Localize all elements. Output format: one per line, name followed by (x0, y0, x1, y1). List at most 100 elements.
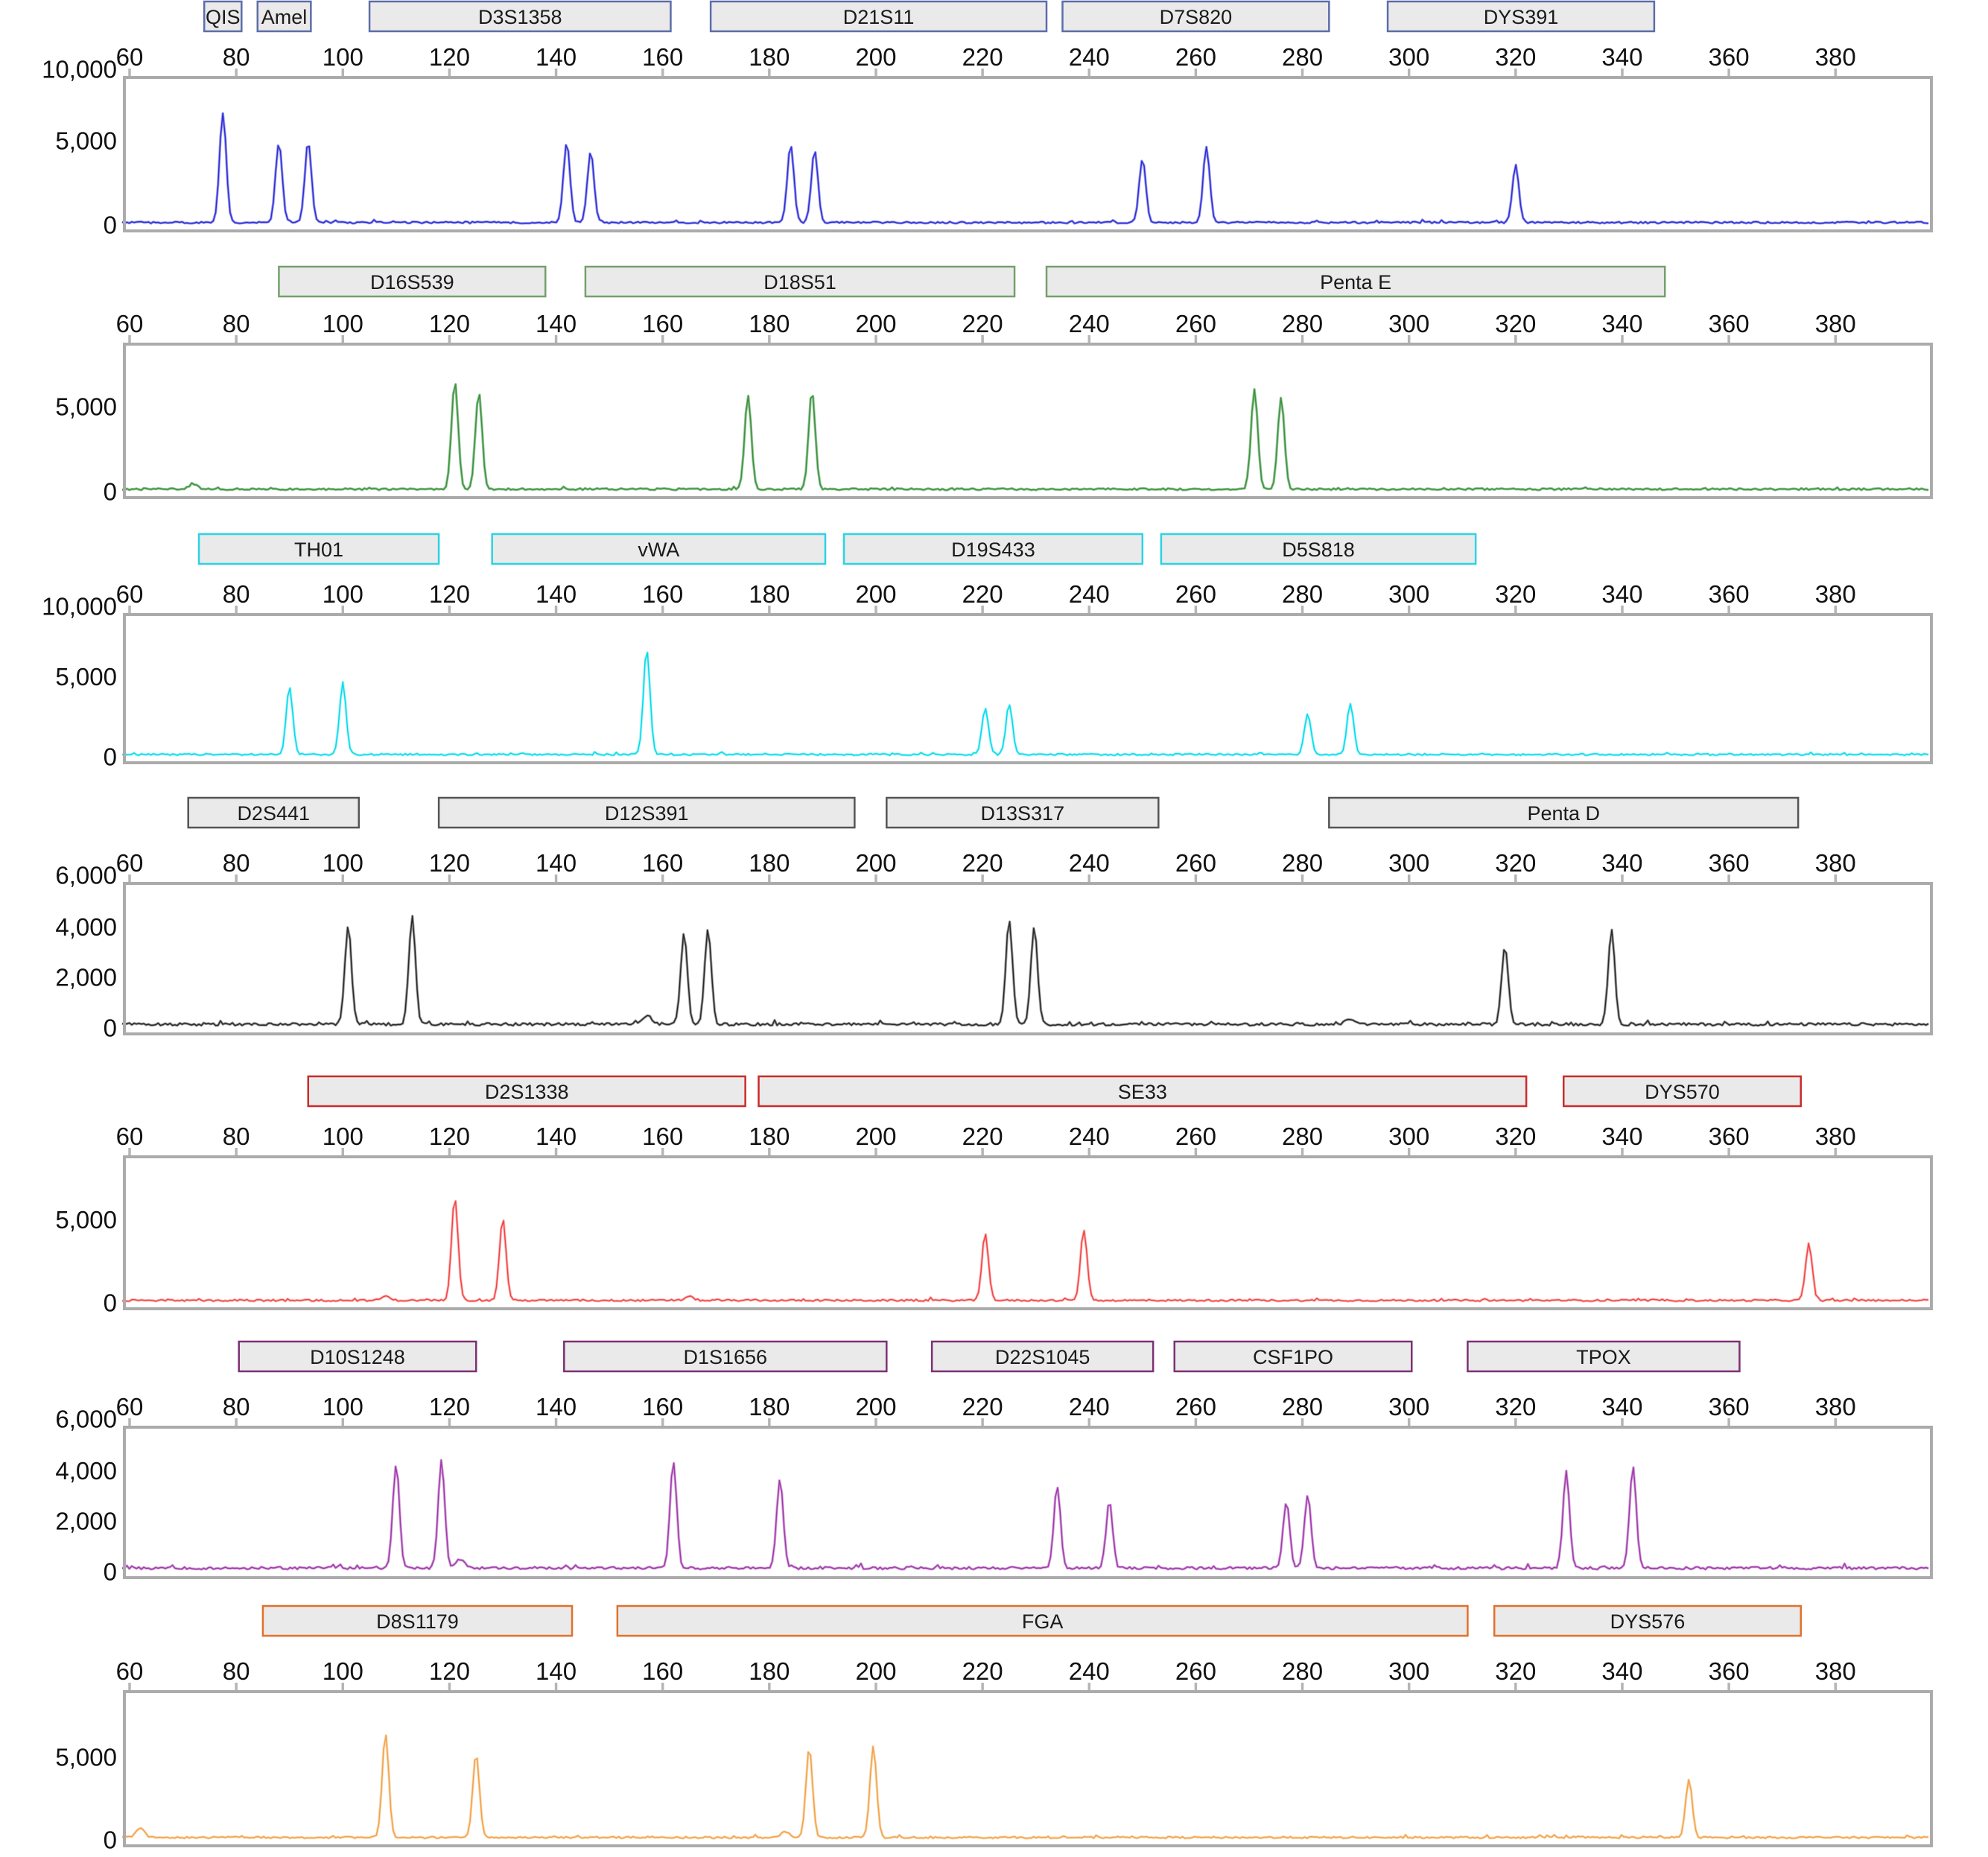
marker-box[interactable] (1173, 1340, 1413, 1373)
marker-box[interactable] (1045, 265, 1666, 298)
marker-d8s1179[interactable]: D8S1179 (261, 1604, 574, 1637)
marker-amel[interactable]: Amel (256, 0, 312, 33)
x-tick-label: 160 (642, 310, 683, 337)
marker-label: D7S820 (1160, 6, 1233, 28)
marker-box[interactable] (563, 1340, 888, 1373)
marker-dys391[interactable]: DYS391 (1386, 0, 1656, 33)
x-tick-label: 80 (223, 43, 250, 71)
marker-box[interactable] (1386, 0, 1656, 33)
marker-vwa[interactable]: vWA (491, 533, 827, 565)
marker-d5s818[interactable]: D5S818 (1160, 533, 1477, 565)
marker-box[interactable] (197, 533, 440, 565)
x-tick-label: 200 (855, 580, 896, 608)
y-axis-label: 5,000 (55, 1744, 117, 1771)
marker-box[interactable] (1493, 1604, 1802, 1637)
marker-box[interactable] (1160, 533, 1477, 565)
marker-d7s820[interactable]: D7S820 (1061, 0, 1330, 33)
x-tick-label: 60 (116, 1393, 144, 1420)
x-tick-label: 240 (1069, 1393, 1110, 1420)
marker-box[interactable] (261, 1604, 574, 1637)
marker-qis[interactable]: QIS (203, 0, 243, 33)
marker-label: D10S1248 (310, 1346, 405, 1368)
marker-label: D2S1338 (485, 1081, 569, 1103)
marker-box[interactable] (842, 533, 1144, 565)
marker-box[interactable] (1562, 1075, 1802, 1108)
x-tick-label: 100 (323, 1123, 363, 1150)
x-tick-label: 360 (1709, 1123, 1750, 1150)
x-tick-label: 340 (1601, 849, 1642, 877)
y-axis-label: 4,000 (55, 913, 117, 941)
marker-box[interactable] (758, 1075, 1528, 1108)
marker-d16s539[interactable]: D16S539 (278, 265, 547, 298)
marker-box[interactable] (203, 0, 243, 33)
marker-d19s433[interactable]: D19S433 (842, 533, 1144, 565)
marker-dys570[interactable]: DYS570 (1562, 1075, 1802, 1108)
x-tick-label: 220 (962, 580, 1003, 608)
marker-d18s51[interactable]: D18S51 (584, 265, 1016, 298)
marker-d13s317[interactable]: D13S317 (886, 796, 1160, 829)
y-axis-label: 5,000 (55, 127, 117, 155)
x-tick-label: 120 (429, 1123, 470, 1150)
marker-d22s1045[interactable]: D22S1045 (930, 1340, 1155, 1373)
trace-fill (122, 384, 1931, 496)
marker-label: QIS (206, 6, 241, 28)
marker-box[interactable] (930, 1340, 1155, 1373)
marker-d1s1656[interactable]: D1S1656 (563, 1340, 888, 1373)
x-tick-label: 120 (429, 310, 470, 337)
marker-se33[interactable]: SE33 (758, 1075, 1528, 1108)
marker-d3s1358[interactable]: D3S1358 (368, 0, 672, 33)
marker-tpox[interactable]: TPOX (1467, 1340, 1741, 1373)
marker-box[interactable] (491, 533, 827, 565)
trace (122, 384, 1929, 491)
marker-box[interactable] (307, 1075, 746, 1108)
marker-box[interactable] (1061, 0, 1330, 33)
x-tick-label: 100 (323, 1393, 363, 1420)
marker-th01[interactable]: TH01 (197, 533, 440, 565)
marker-box[interactable] (278, 265, 547, 298)
x-tick-label: 140 (536, 43, 577, 71)
marker-d2s441[interactable]: D2S441 (187, 796, 361, 829)
x-tick-label: 200 (855, 849, 896, 877)
marker-penta-e[interactable]: Penta E (1045, 265, 1666, 298)
x-tick-label: 180 (749, 1393, 790, 1420)
x-tick-label: 60 (116, 1123, 144, 1150)
x-tick-label: 260 (1175, 1393, 1216, 1420)
marker-label: vWA (638, 539, 679, 561)
x-tick-label: 320 (1495, 580, 1536, 608)
plot-frame (123, 613, 1933, 764)
marker-box[interactable] (238, 1340, 477, 1373)
x-tick-label: 240 (1069, 1123, 1110, 1150)
marker-d2s1338[interactable]: D2S1338 (307, 1075, 746, 1108)
panel-blue-channel: QIS Amel D3S1358 D21S11 D7S820 DYS391 60 80 100 1… (42, 0, 1933, 235)
x-tick-label: 340 (1601, 1393, 1642, 1420)
marker-d10s1248[interactable]: D10S1248 (238, 1340, 477, 1373)
x-tick-label: 260 (1175, 580, 1216, 608)
x-tick-label: 340 (1601, 310, 1642, 337)
marker-fga[interactable]: FGA (616, 1604, 1469, 1637)
x-tick-label: 260 (1175, 1123, 1216, 1150)
marker-box[interactable] (256, 0, 312, 33)
marker-box[interactable] (1467, 1340, 1741, 1373)
x-tick-label: 240 (1069, 580, 1110, 608)
marker-csf1po[interactable]: CSF1PO (1173, 1340, 1413, 1373)
panel-purple-channel: D10S1248 D1S1656 D22S1045 CSF1PO TPOX 60 80 100… (55, 1340, 1933, 1582)
marker-penta-d[interactable]: Penta D (1328, 796, 1800, 829)
trace-fill (122, 1201, 1931, 1307)
marker-box[interactable] (709, 0, 1048, 33)
marker-box[interactable] (368, 0, 672, 33)
marker-d21s11[interactable]: D21S11 (709, 0, 1048, 33)
marker-dys576[interactable]: DYS576 (1493, 1604, 1802, 1637)
marker-box[interactable] (187, 796, 361, 829)
marker-box[interactable] (616, 1604, 1469, 1637)
marker-box[interactable] (886, 796, 1160, 829)
y-axis-label: 0 (104, 478, 117, 503)
marker-box[interactable] (1328, 796, 1800, 829)
x-tick-label: 220 (962, 1657, 1003, 1685)
marker-box[interactable] (584, 265, 1016, 298)
x-tick-label: 180 (749, 1123, 790, 1150)
marker-d12s391[interactable]: D12S391 (437, 796, 856, 829)
x-tick-label: 300 (1388, 1393, 1429, 1420)
marker-box[interactable] (437, 796, 856, 829)
x-tick-label: 120 (429, 849, 470, 877)
x-tick-label: 320 (1495, 1123, 1536, 1150)
